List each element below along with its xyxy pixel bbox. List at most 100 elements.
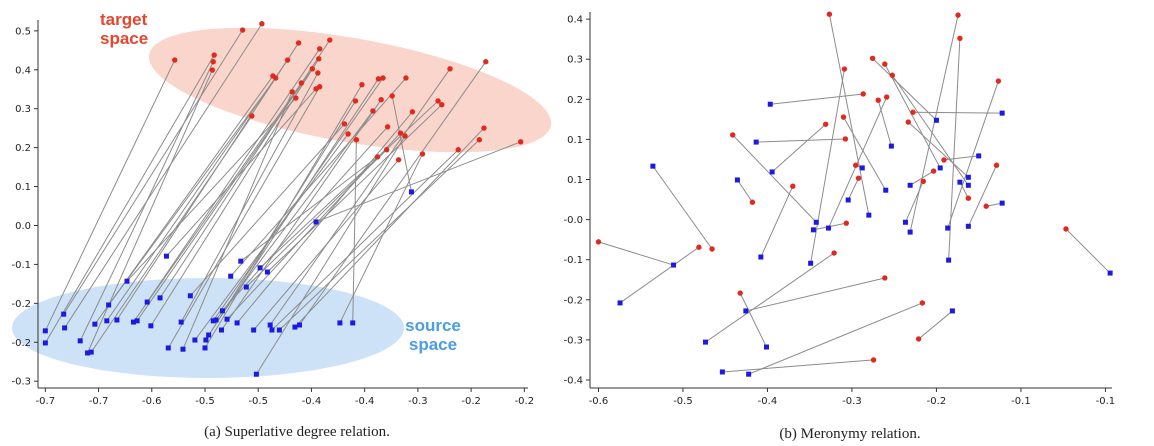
link <box>959 181 969 199</box>
target-point <box>378 96 384 103</box>
y-tick-label: -0.1 <box>11 260 31 271</box>
target-point <box>298 80 305 86</box>
source-point <box>313 219 319 225</box>
target-point <box>370 108 376 114</box>
source-point <box>808 260 814 266</box>
link <box>877 100 892 147</box>
target-point <box>965 195 972 201</box>
link <box>278 139 480 331</box>
target-point <box>395 157 402 163</box>
y-tick-label: 0.4 <box>15 65 31 76</box>
source-point <box>650 163 656 169</box>
target-point <box>875 97 881 103</box>
source-point <box>337 320 343 326</box>
target-point <box>930 168 937 174</box>
link <box>736 179 753 203</box>
link <box>770 93 864 105</box>
link <box>106 59 288 322</box>
target-point <box>852 162 859 168</box>
source-point <box>350 320 356 326</box>
source-point <box>238 258 244 264</box>
y-tick-label: 0.2 <box>15 143 31 154</box>
target-point <box>409 109 416 115</box>
source-point <box>130 319 136 325</box>
source-region <box>12 278 404 378</box>
target-point <box>905 119 911 125</box>
target-point <box>289 89 295 95</box>
x-tick-label: -0.2 <box>515 396 535 407</box>
source-point <box>746 371 752 377</box>
source-point <box>243 284 249 290</box>
source-point <box>810 227 816 233</box>
source-point <box>764 344 770 350</box>
target-point <box>210 59 216 65</box>
link <box>267 104 443 273</box>
target-point <box>870 357 877 363</box>
source-point <box>859 165 865 171</box>
source-point <box>206 332 212 338</box>
target-point <box>476 137 483 143</box>
source-point <box>134 318 140 324</box>
source-point <box>219 327 225 333</box>
link <box>619 246 700 304</box>
link <box>705 252 835 343</box>
source-point <box>180 346 186 352</box>
target-point <box>211 52 217 58</box>
link <box>1065 228 1111 274</box>
source-point <box>999 200 1005 206</box>
source-point <box>758 254 764 260</box>
x-tick-label: -0.3 <box>842 396 862 407</box>
target-point <box>831 250 837 256</box>
source-point <box>1107 270 1113 276</box>
x-tick-label: -0.7 <box>89 396 109 407</box>
x-tick-label: -0.2 <box>461 396 481 407</box>
target-point <box>353 137 360 143</box>
source-point <box>946 257 952 263</box>
y-tick-label: 0.1 <box>567 135 583 146</box>
target-point <box>259 21 265 27</box>
link <box>79 61 214 342</box>
x-tick-label: -0.4 <box>302 396 322 407</box>
link <box>126 97 297 282</box>
source-point <box>114 317 120 323</box>
annotation: target space <box>100 10 149 48</box>
link <box>909 170 934 186</box>
target-point <box>842 136 849 142</box>
target-point <box>737 290 743 296</box>
link <box>739 292 767 348</box>
source-point <box>845 197 851 203</box>
link <box>904 181 924 223</box>
target-point <box>860 91 866 97</box>
source-point <box>202 345 208 351</box>
link <box>315 141 521 223</box>
target-point <box>455 147 461 153</box>
link <box>299 61 487 326</box>
target-point <box>919 300 926 306</box>
link <box>269 68 451 326</box>
source-point <box>92 321 98 327</box>
target-point <box>995 78 1002 84</box>
target-point <box>352 98 359 104</box>
link <box>843 116 887 191</box>
target-point <box>920 178 926 184</box>
link <box>909 15 959 233</box>
source-point <box>264 269 270 275</box>
y-tick-label: -0.4 <box>563 375 583 386</box>
target-point <box>889 72 896 78</box>
source-point <box>178 319 184 325</box>
link <box>240 156 378 262</box>
target-point <box>249 113 255 119</box>
target-point <box>481 125 487 131</box>
source-point <box>213 317 219 323</box>
target-point <box>941 157 947 163</box>
source-point <box>187 293 193 299</box>
link <box>828 96 888 229</box>
link <box>294 127 485 328</box>
link <box>116 42 300 321</box>
x-tick-label: -0.6 <box>589 396 609 407</box>
source-point <box>965 174 971 180</box>
source-point <box>957 179 963 185</box>
link <box>872 57 937 121</box>
link <box>352 139 357 323</box>
target-point <box>402 133 408 139</box>
